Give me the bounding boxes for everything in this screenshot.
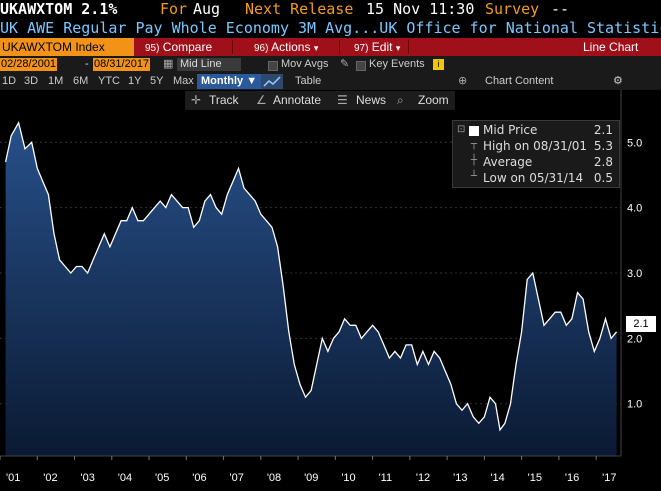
news-icon: ☰ bbox=[337, 93, 348, 107]
security-input[interactable]: UKAWXTOM Index bbox=[0, 38, 134, 56]
chart-legend: ⊡ Mid Price 2.1 ┬ High on 08/31/01 5.3 ┼… bbox=[452, 120, 620, 188]
gear-icon[interactable]: ⚙ bbox=[613, 75, 623, 87]
line-chart-icon[interactable] bbox=[261, 74, 283, 89]
range-ytc[interactable]: YTC bbox=[98, 75, 120, 87]
y-tick-label: 4.0 bbox=[627, 203, 642, 215]
range-1y[interactable]: 1Y bbox=[128, 75, 142, 87]
for-label: For bbox=[160, 0, 188, 18]
range-1m[interactable]: 1M bbox=[48, 75, 64, 87]
legend-mid-value: 2.1 bbox=[593, 123, 613, 137]
toolbar: UKAWXTOM Index 95) Compare 96) Actions ▾… bbox=[0, 38, 661, 56]
date-range-bar: 02/28/2001 - 08/31/2017 ▦ Mid Line Mov A… bbox=[0, 56, 661, 73]
edit-button[interactable]: 97) Edit ▾ bbox=[354, 40, 401, 54]
legend-avg-value: 2.8 bbox=[593, 155, 613, 169]
annotate-button[interactable]: Annotate bbox=[273, 93, 322, 107]
x-tick-label: '01 bbox=[6, 472, 20, 484]
x-tick-label: '15 bbox=[528, 472, 542, 484]
annotate-icon: ∠ bbox=[256, 93, 267, 107]
x-tick-label: '03 bbox=[81, 472, 95, 484]
chart-area-fill bbox=[5, 122, 617, 456]
x-tick-label: '13 bbox=[453, 472, 467, 484]
caret-down-icon: ▾ bbox=[395, 43, 401, 53]
mov-avgs-label: Mov Avgs bbox=[281, 58, 329, 70]
calendar-icon[interactable]: ▦ bbox=[163, 58, 174, 70]
ticker-header: UKAWXTOM 2.1% For Aug Next Release 15 No… bbox=[0, 0, 661, 19]
x-tick-label: '17 bbox=[602, 472, 616, 484]
survey-value: -- bbox=[551, 0, 570, 18]
legend-avg-label: Average bbox=[483, 155, 533, 169]
x-tick-label: '08 bbox=[267, 472, 281, 484]
x-tick-label: '11 bbox=[379, 472, 393, 484]
key-events-checkbox[interactable] bbox=[356, 61, 366, 71]
chart-content-button[interactable]: Chart Content bbox=[485, 75, 554, 87]
x-tick-label: '09 bbox=[304, 472, 318, 484]
style-select[interactable]: Mid Line bbox=[177, 58, 241, 71]
y-tick-label: 1.0 bbox=[627, 399, 642, 411]
x-tick-label: '05 bbox=[155, 472, 169, 484]
info-icon[interactable]: i bbox=[433, 59, 444, 70]
legend-high-value: 5.3 bbox=[593, 139, 613, 153]
average-icon: ┼ bbox=[471, 155, 478, 166]
x-tick-label: '12 bbox=[416, 472, 430, 484]
range-max[interactable]: Max bbox=[173, 75, 194, 87]
range-6m[interactable]: 6M bbox=[73, 75, 89, 87]
range-bar: 1D 3D 1M 6M YTC 1Y 5Y Max Monthly ▼ Tabl… bbox=[0, 73, 661, 90]
caret-down-icon: ▾ bbox=[313, 43, 319, 53]
pin-icon: ⊡ bbox=[457, 124, 466, 135]
chart-series-line bbox=[4, 120, 618, 432]
security-description: UK AWE Regular Pay Whole Economy 3M Avg.… bbox=[0, 19, 661, 37]
legend-high-label: High on 08/31/01 bbox=[483, 139, 588, 153]
line-chart-button[interactable]: Line Chart bbox=[583, 40, 639, 54]
end-date-input[interactable]: 08/31/2017 bbox=[93, 58, 151, 71]
pencil-icon[interactable]: ✎ bbox=[340, 58, 350, 70]
x-tick-label: '04 bbox=[118, 472, 132, 484]
range-5y[interactable]: 5Y bbox=[150, 75, 164, 87]
track-icon: ✛ bbox=[191, 93, 202, 107]
news-button[interactable]: News bbox=[356, 93, 387, 107]
x-tick-label: '16 bbox=[565, 472, 579, 484]
frequency-select[interactable]: Monthly ▼ bbox=[197, 74, 262, 89]
date-dash: - bbox=[85, 58, 89, 70]
pin-icon[interactable]: ⊕ bbox=[458, 75, 468, 87]
zoom-button[interactable]: Zoom bbox=[418, 93, 449, 107]
x-tick-label: '02 bbox=[43, 472, 57, 484]
ticker-code: UKAWXTOM 2.1% bbox=[0, 0, 118, 18]
x-tick-label: '14 bbox=[490, 472, 504, 484]
survey-label: Survey bbox=[485, 0, 540, 18]
key-events-label: Key Events bbox=[369, 58, 425, 70]
y-tick-label: 5.0 bbox=[627, 137, 642, 149]
table-button[interactable]: Table bbox=[295, 75, 322, 87]
compare-button[interactable]: 95) Compare bbox=[145, 40, 213, 54]
high-icon: ┬ bbox=[471, 139, 478, 150]
legend-low-label: Low on 05/31/14 bbox=[483, 171, 584, 185]
series-swatch bbox=[469, 126, 479, 136]
low-icon: ┴ bbox=[471, 171, 478, 182]
y-tick-label: 2.0 bbox=[627, 333, 642, 345]
last-value-label: 2.1 bbox=[626, 316, 656, 332]
zoom-icon: ⌕ bbox=[397, 93, 404, 107]
range-3d[interactable]: 3D bbox=[24, 75, 39, 87]
next-release-label: Next Release bbox=[245, 0, 354, 18]
y-tick-label: 3.0 bbox=[627, 268, 642, 280]
next-release-value: 15 Nov 11:30 bbox=[366, 0, 475, 18]
x-tick-label: '07 bbox=[230, 472, 244, 484]
mov-avgs-checkbox[interactable] bbox=[268, 61, 278, 71]
start-date-input[interactable]: 02/28/2001 bbox=[0, 58, 58, 71]
x-tick-label: '10 bbox=[341, 472, 355, 484]
actions-button[interactable]: 96) Actions ▾ bbox=[254, 40, 319, 54]
for-value: Aug bbox=[193, 0, 221, 18]
track-button[interactable]: Track bbox=[209, 93, 239, 107]
x-tick-label: '06 bbox=[192, 472, 206, 484]
chart-tools-bar: ✛ Track ∠ Annotate ☰ News ⌕ Zoom bbox=[185, 91, 455, 110]
legend-mid-label: Mid Price bbox=[483, 123, 538, 137]
range-1d[interactable]: 1D bbox=[2, 75, 17, 87]
legend-low-value: 0.5 bbox=[593, 171, 613, 185]
